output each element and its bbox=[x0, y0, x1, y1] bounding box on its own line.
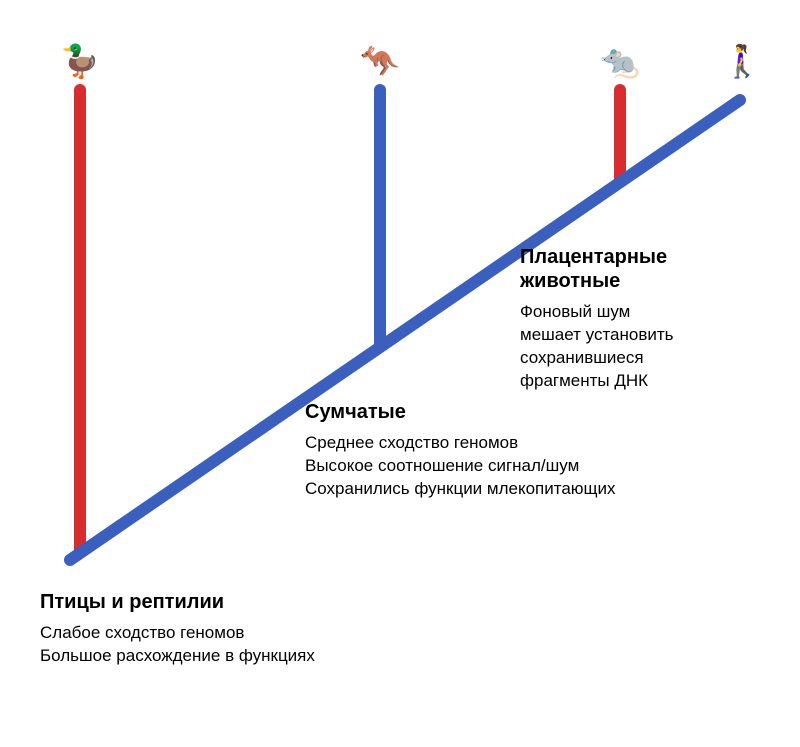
label-placentals-title: Плацентарныеживотные bbox=[520, 245, 780, 293]
label-placentals-desc: Фоновый шуммешает установитьсохранившиес… bbox=[520, 301, 780, 393]
label-marsupials-desc: Среднее сходство геномовВысокое соотноше… bbox=[305, 432, 735, 501]
human-icon: 🚶‍♀️ bbox=[722, 42, 762, 80]
rat-icon: 🐀 bbox=[600, 42, 640, 80]
label-marsupials: Сумчатые Среднее сходство геномовВысокое… bbox=[305, 400, 735, 501]
label-marsupials-title: Сумчатые bbox=[305, 400, 735, 424]
label-birds-reptiles-title: Птицы и рептилии bbox=[40, 590, 460, 614]
label-birds-reptiles-desc: Слабое сходство геномовБольшое расхожден… bbox=[40, 622, 460, 668]
label-birds-reptiles: Птицы и рептилии Слабое сходство геномов… bbox=[40, 590, 460, 668]
kangaroo-icon: 🦘 bbox=[360, 42, 400, 80]
bird-icon: 🦆 bbox=[60, 42, 100, 80]
phylogeny-diagram: 🦆 🦘 🐀 🚶‍♀️ Плацентарныеживотные Фоновый … bbox=[0, 0, 800, 742]
label-placentals: Плацентарныеживотные Фоновый шуммешает у… bbox=[520, 245, 780, 393]
